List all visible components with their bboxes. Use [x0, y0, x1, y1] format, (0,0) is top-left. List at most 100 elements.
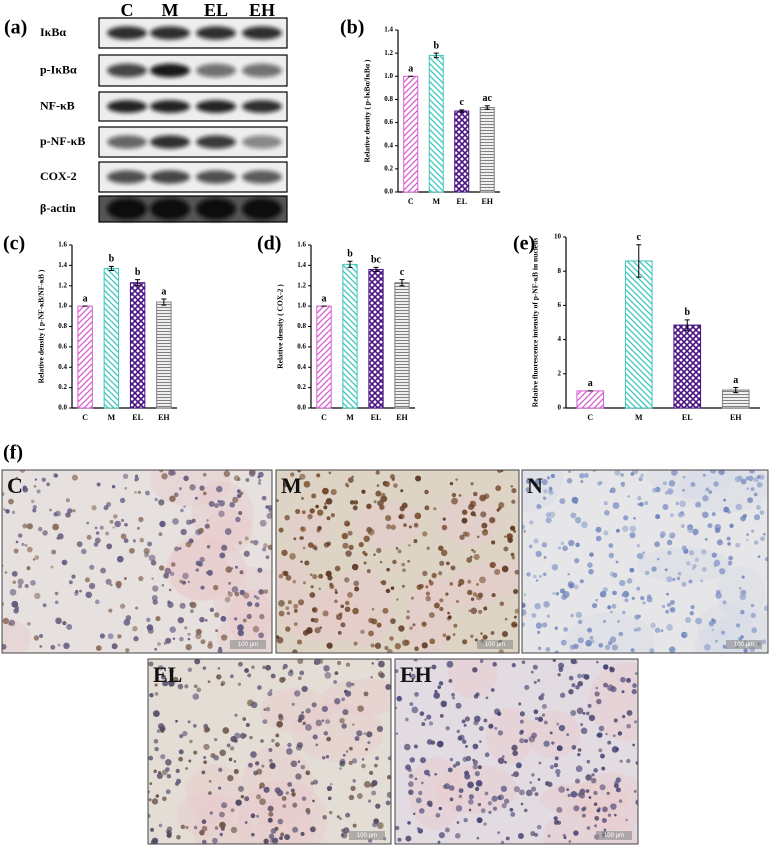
nucleus — [221, 802, 228, 809]
nucleus — [345, 750, 349, 753]
nucleus — [515, 762, 522, 769]
nucleus — [714, 527, 721, 534]
nucleus — [321, 719, 325, 722]
nucleus — [95, 531, 100, 535]
nucleus — [512, 622, 516, 627]
nucleus — [682, 513, 686, 517]
nucleus — [395, 669, 399, 674]
nucleus — [233, 760, 237, 763]
nucleus — [750, 603, 755, 608]
nucleus — [46, 482, 50, 487]
nucleus — [470, 634, 474, 639]
nucleus — [613, 718, 618, 723]
nucleus — [132, 539, 136, 543]
nucleus — [510, 552, 515, 557]
nucleus — [424, 489, 429, 495]
nucleus — [122, 473, 129, 479]
nucleus — [452, 696, 455, 700]
nucleus — [348, 794, 355, 801]
nucleus — [514, 608, 519, 614]
nucleus — [379, 505, 384, 510]
nucleus — [624, 598, 629, 603]
nucleus — [194, 659, 201, 665]
nucleus — [617, 620, 620, 623]
nucleus — [352, 779, 356, 783]
nucleus — [511, 488, 517, 494]
significance-letter: b — [433, 40, 439, 51]
nucleus — [451, 492, 457, 498]
y-tick-label: 8 — [558, 267, 562, 275]
nucleus — [100, 567, 107, 574]
nucleus — [179, 734, 184, 739]
y-tick-label: 10 — [554, 233, 562, 241]
nucleus — [148, 554, 156, 562]
y-axis-label: Relative fluorescence intensity of p-NF-… — [531, 238, 540, 408]
nucleus — [386, 775, 391, 780]
nucleus — [745, 476, 750, 481]
nucleus — [412, 623, 416, 627]
nucleus — [63, 642, 70, 650]
nucleus — [217, 667, 221, 670]
nucleus — [321, 705, 328, 713]
nucleus — [548, 489, 554, 496]
nucleus — [300, 496, 305, 500]
blot-column-label: EL — [204, 0, 228, 20]
nucleus — [458, 578, 465, 586]
nucleus — [386, 648, 393, 653]
nucleus — [324, 671, 332, 679]
nucleus — [555, 768, 561, 775]
nucleus — [148, 661, 154, 667]
nucleus — [322, 756, 326, 760]
bar — [479, 107, 495, 193]
nucleus — [646, 596, 653, 603]
nucleus — [313, 661, 317, 665]
nucleus — [605, 732, 608, 736]
nucleus — [189, 484, 196, 491]
nucleus — [419, 711, 425, 716]
nucleus — [602, 587, 608, 593]
nucleus — [325, 497, 333, 505]
nucleus — [535, 550, 542, 558]
significance-letter: b — [684, 307, 690, 318]
nucleus — [334, 591, 338, 595]
nucleus — [407, 767, 413, 773]
nucleus — [330, 783, 333, 786]
nucleus — [525, 487, 531, 493]
nucleus — [598, 748, 603, 753]
nucleus — [735, 503, 743, 511]
nucleus — [15, 476, 19, 480]
nucleus — [66, 623, 73, 630]
nucleus — [465, 755, 472, 762]
significance-letter: b — [109, 254, 115, 265]
nucleus — [635, 799, 638, 806]
nucleus — [598, 643, 604, 648]
nucleus — [702, 495, 709, 502]
nucleus — [531, 732, 538, 739]
nucleus — [270, 673, 276, 679]
nucleus — [376, 822, 384, 829]
blot-band — [150, 26, 190, 40]
nucleus — [609, 666, 615, 673]
nucleus — [675, 501, 680, 506]
y-tick-label: 1.0 — [297, 302, 306, 310]
nucleus — [666, 539, 673, 546]
micrograph-border — [275, 469, 520, 654]
nucleus — [32, 558, 36, 561]
nucleus — [679, 500, 687, 508]
nucleus — [277, 818, 284, 825]
nucleus — [425, 585, 429, 589]
nucleus — [351, 758, 358, 764]
nucleus — [297, 676, 302, 681]
nucleus — [180, 824, 186, 830]
nucleus — [603, 828, 607, 832]
nucleus — [476, 817, 483, 824]
nucleus — [426, 546, 430, 550]
nucleus — [479, 659, 484, 663]
nucleus — [289, 669, 294, 673]
nucleus — [462, 531, 468, 537]
nucleus — [521, 660, 526, 665]
scale-bar-bg — [596, 831, 632, 840]
nucleus — [376, 484, 380, 487]
nucleus — [363, 561, 367, 565]
nucleus — [570, 790, 578, 798]
